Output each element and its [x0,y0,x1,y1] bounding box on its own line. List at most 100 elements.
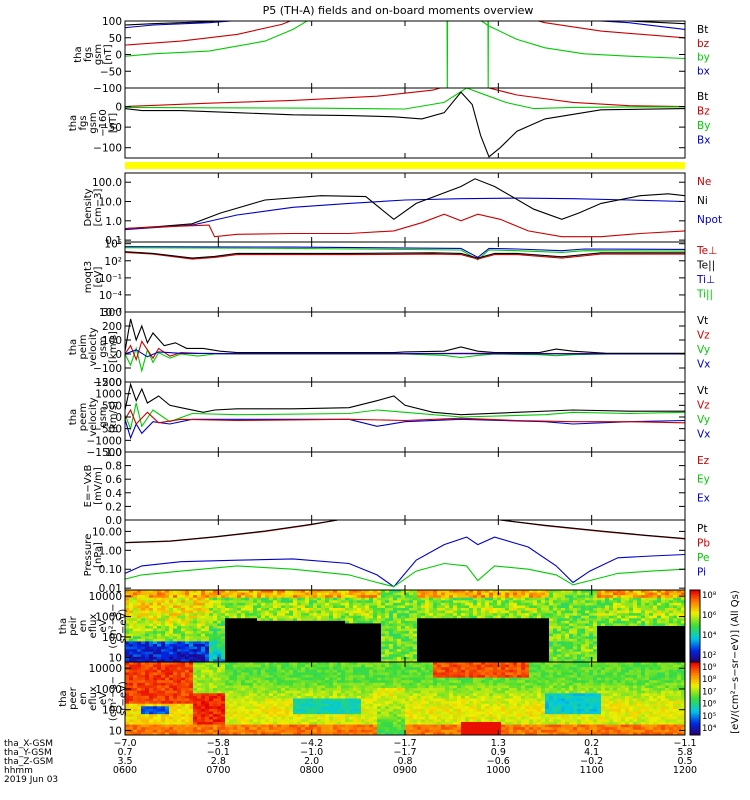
heatmap-cell [669,597,674,601]
heatmap-cell [349,600,354,604]
heatmap-cell [569,659,574,662]
heatmap-cell [677,608,682,612]
heatmap-cell [521,595,526,599]
heatmap-cell [561,600,566,604]
heatmap-cell [417,608,422,612]
heatmap-cell [181,644,186,648]
heatmap-cell [157,682,162,687]
heatmap-cell [669,620,674,625]
heatmap-cell [189,595,194,599]
heatmap-cell [461,600,466,604]
heatmap-cell [477,659,482,662]
heatmap-cell [189,711,194,715]
heatmap-cell [605,613,610,617]
heatmap-cell [425,615,430,619]
heatmap-cell [645,595,650,599]
heatmap-cell [541,605,546,609]
heatmap-cell [177,592,182,596]
heatmap-cell [273,628,278,632]
heatmap-cell [489,628,494,632]
heatmap-cell [269,659,274,662]
heatmap-cell [197,610,202,614]
heatmap-cell [397,623,402,627]
heatmap-cell [485,595,490,599]
heatmap-cell [553,592,558,596]
heatmap-cell [661,656,666,661]
heatmap-cell [185,714,190,718]
heatmap-cell [289,605,294,609]
heatmap-cell [381,636,386,640]
heatmap-cell [437,608,442,612]
heatmap-cell [141,641,146,645]
heatmap-cell [237,623,242,627]
heatmap-cell [605,590,610,594]
heatmap-cell [417,592,422,596]
heatmap-cell [573,610,578,614]
heatmap-cell [345,651,350,655]
heatmap-cell [149,605,154,609]
heatmap-cell [681,602,685,607]
heatmap-cell [293,628,298,632]
heatmap-cell [165,682,170,687]
heatmap-cell [457,600,462,604]
heatmap-cell [157,597,162,601]
heatmap-cell [517,623,522,627]
series-line [125,246,685,259]
heatmap-cell [353,646,358,650]
heatmap-cell [189,693,194,697]
heatmap-cell [133,595,138,599]
heatmap-cell [209,664,214,668]
heatmap-cell [253,592,258,596]
heatmap-cell [165,677,170,681]
heatmap-cell [569,613,574,617]
heatmap-cell [361,656,366,661]
heatmap-cell [321,620,326,625]
y-axis-label: peim [78,334,89,359]
heatmap-cell [141,716,146,720]
heatmap-cell [445,608,450,612]
heatmap-cell [301,646,306,650]
heatmap-cell [589,610,594,614]
heatmap-cell [245,649,250,653]
heatmap-cell [485,608,490,612]
heatmap-cell [205,597,210,601]
y-axis-label: tha [68,115,79,131]
heatmap-cell [521,597,526,601]
heatmap-cell [673,608,678,612]
heatmap-cell [297,608,302,612]
heatmap-cell [157,685,162,689]
heatmap-cell [349,633,354,637]
heatmap-cell [673,651,678,655]
heatmap-cell [373,595,378,599]
heatmap-cell [673,620,678,625]
heatmap-cell [345,597,350,601]
heatmap-cell [485,613,490,617]
heatmap-cell [213,626,218,630]
heatmap-cell [289,620,294,625]
heatmap-cell [453,631,458,635]
heatmap-cell [297,618,302,622]
heatmap-cell [469,654,474,658]
heatmap-cell [673,638,678,643]
heatmap-cell [157,727,162,731]
heatmap-cell [209,613,214,617]
heatmap-cell [581,651,586,655]
heatmap-cell [457,605,462,609]
heatmap-cell [449,651,454,655]
heatmap-cell [673,592,678,596]
heatmap-cell [357,610,362,614]
heatmap-cell [269,628,274,632]
heatmap-cell [537,600,542,604]
heatmap-cell [213,708,218,713]
heatmap-cell [601,615,606,619]
heatmap-cell [665,631,670,635]
heatmap-cell [161,719,166,723]
heatmap-cell [393,605,398,609]
heatmap-cell [201,631,206,635]
heatmap-cell [537,631,542,635]
heatmap-cell [453,641,458,645]
heatmap-cell [309,613,314,617]
heatmap-cell [181,654,186,658]
heatmap-cell [341,613,346,617]
